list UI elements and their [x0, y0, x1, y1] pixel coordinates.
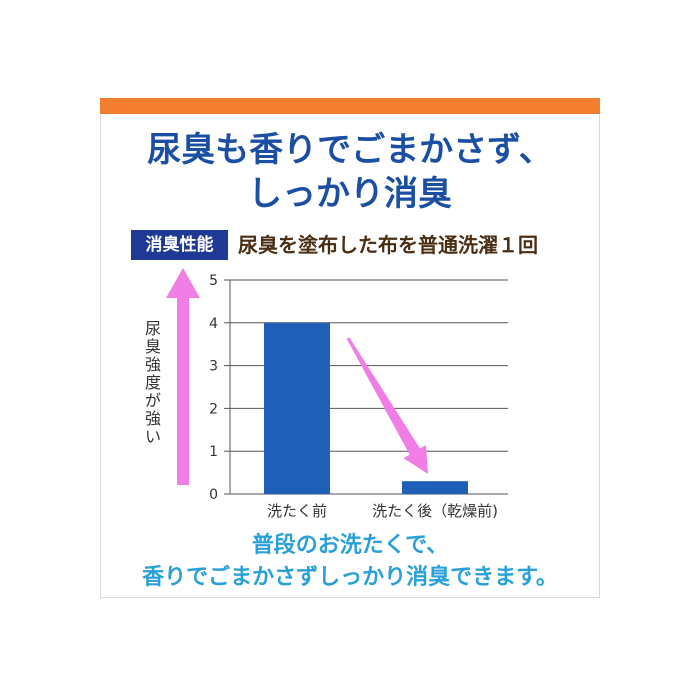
bottom-message: 普段のお洗たくで、 香りでごまかさずしっかり消臭できます。 [100, 530, 600, 594]
headline-line-2: しっかり消臭 [248, 174, 452, 214]
intensity-arrow [166, 268, 200, 485]
y-tick-label: 2 [209, 401, 218, 417]
category-label: 洗たく後（乾燥前) [372, 502, 498, 520]
headline: 尿臭も香りでごまかさず、 しっかり消臭 [100, 128, 600, 216]
y-tick-layer: 0 1 2 3 4 5 [209, 273, 230, 503]
category-label-layer: 洗たく前 洗たく後（乾燥前) [267, 502, 498, 520]
chart-title: 尿臭を塗布した布を普通洗濯１回 [238, 233, 538, 257]
arrow-layer [166, 268, 428, 485]
accent-bar [100, 98, 600, 114]
y-tick-label: 5 [209, 273, 218, 289]
category-label: 洗たく前 [267, 502, 327, 520]
performance-badge: 消臭性能 [131, 230, 228, 260]
y-tick-label: 0 [209, 487, 218, 503]
reduction-arrow [346, 337, 428, 474]
y-axis-label: 尿臭強度が強い [145, 319, 161, 446]
y-tick-label: 4 [209, 316, 218, 332]
headline-line-1: 尿臭も香りでごまかさず、 [147, 130, 553, 170]
bottom-line-1: 普段のお洗たくで、 [251, 533, 449, 558]
bottom-line-2: 香りでごまかさずしっかり消臭できます。 [142, 565, 558, 590]
bar-1 [264, 322, 330, 494]
bar-layer [264, 322, 468, 494]
bar-2 [402, 481, 468, 494]
y-tick-label: 1 [209, 444, 218, 460]
y-tick-label: 3 [209, 359, 218, 375]
